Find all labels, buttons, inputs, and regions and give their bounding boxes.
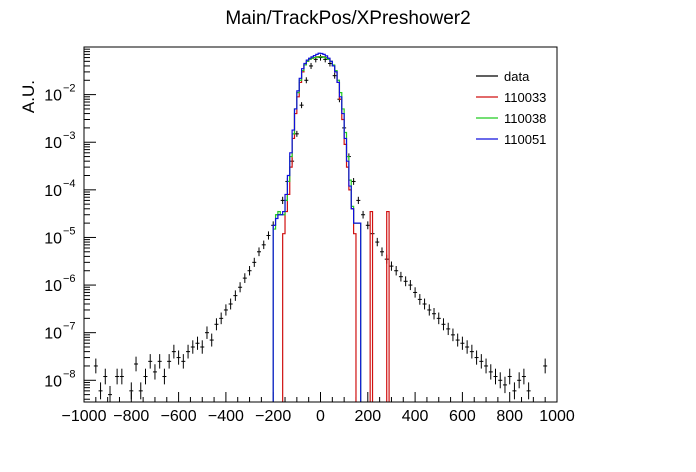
y-tick-exponent: −6 [63,273,76,285]
y-tick-exponent: −3 [63,130,76,142]
y-tick-exponent: −5 [63,225,76,237]
legend-label-data: data [504,69,530,84]
y-tick-label: 10 [44,278,62,295]
x-tick-label: 200 [354,408,381,425]
step-line-110051 [272,52,362,402]
series-layer [93,52,548,402]
x-tick-labels: −1000 −800 −600 −400 −200 0 200 400 600 800 1000 [62,408,575,425]
y-tick-label: 10 [44,326,62,343]
legend-label-110033: 110033 [504,90,546,105]
legend: data 110033 110038 110051 [476,69,546,147]
y-tick-exponent: −8 [63,368,76,380]
series-110051 [272,52,362,402]
x-tick-label: −800 [113,408,149,425]
x-tick-label: −200 [255,408,291,425]
y-tick-labels: 10−810−710−610−510−410−310−2 [44,83,75,391]
x-tick-label: 800 [496,408,523,425]
x-tick-label: −400 [208,408,244,425]
y-tick-label: 10 [44,183,62,200]
axis-ticks [83,46,558,402]
x-tick-label: −1000 [62,408,107,425]
x-tick-label: 400 [402,408,429,425]
legend-label-110038: 110038 [504,111,546,126]
y-tick-exponent: −4 [63,178,76,190]
y-axis-label: A.U. [19,80,38,113]
x-tick-label: 1000 [539,408,575,425]
y-tick-label: 10 [44,230,62,247]
series-data [93,54,548,402]
legend-label-110051: 110051 [504,132,546,147]
plot-frame [83,46,558,403]
chart-title: Main/TrackPos/XPreshower2 [225,8,470,29]
y-tick-label: 10 [44,88,62,105]
x-tick-label: 600 [449,408,476,425]
y-tick-exponent: −7 [63,321,76,333]
y-tick-label: 10 [44,135,62,152]
x-tick-label: −600 [161,408,197,425]
y-tick-exponent: −2 [63,83,76,95]
x-tick-label: 0 [316,408,325,425]
y-tick-label: 10 [44,373,62,390]
